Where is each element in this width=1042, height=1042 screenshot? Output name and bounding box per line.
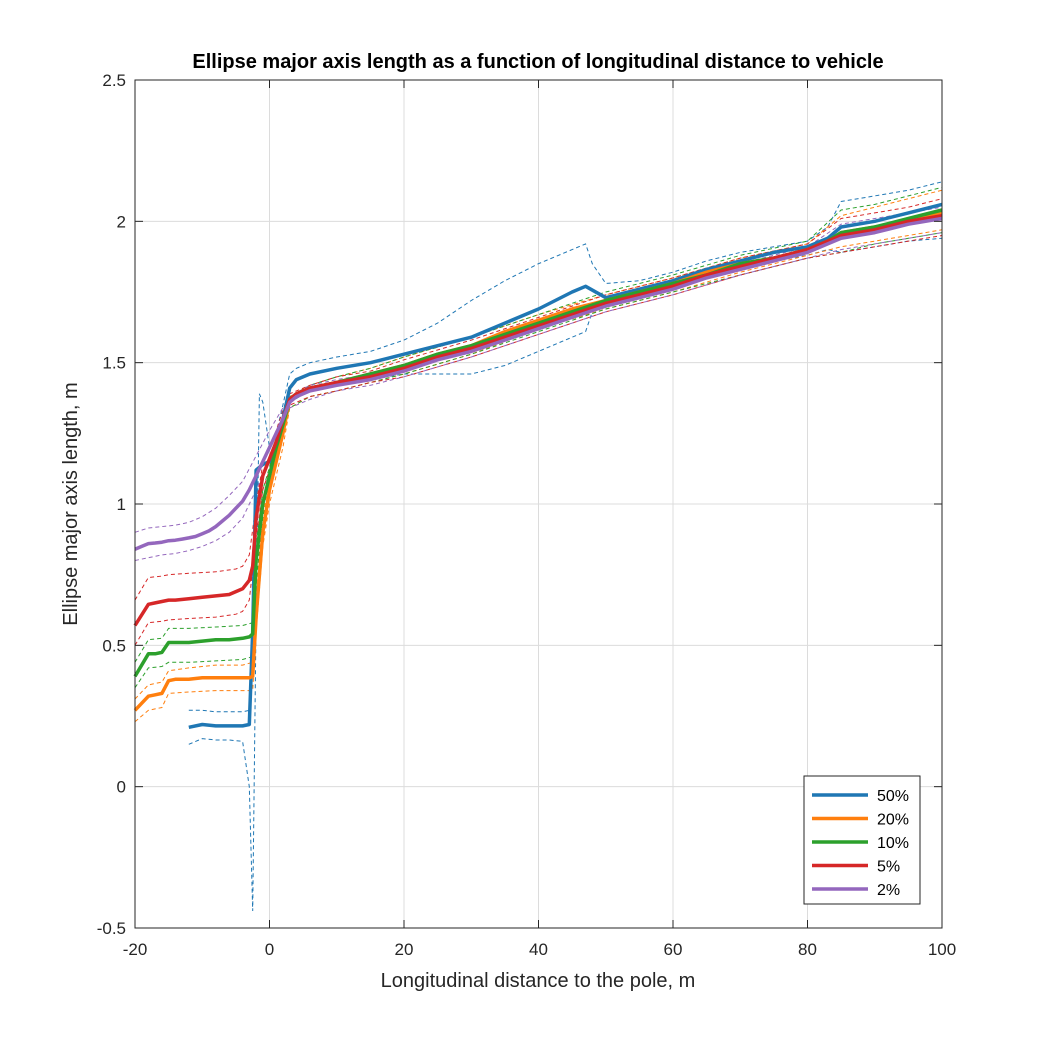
series-line-5pct (133, 213, 943, 627)
y-tick-label: 2 (117, 212, 126, 231)
legend: 50% 20% 10% 5% 2% (803, 775, 921, 905)
x-tick-label: 20 (395, 940, 414, 959)
chart-title: Ellipse major axis length as a function … (192, 51, 883, 73)
x-tick-label: 80 (798, 940, 817, 959)
band-line-2pct-1 (134, 232, 943, 561)
y-tick-label: 1.5 (102, 354, 126, 373)
x-tick-label: 40 (529, 940, 548, 959)
band-line-5pct-1 (134, 235, 943, 646)
x-axis: -20 0 20 40 60 80 100 (123, 80, 956, 959)
band-line-10pct-1 (134, 232, 943, 688)
x-tick-label: 100 (928, 940, 956, 959)
x-tick-label: -20 (123, 940, 148, 959)
legend-box (803, 775, 921, 905)
y-tick-label: 0.5 (102, 636, 126, 655)
legend-label-5pct: 5% (877, 859, 900, 876)
series-line-2pct (134, 216, 943, 551)
y-tick-label: -0.5 (97, 919, 126, 938)
series-line-50pct (188, 202, 943, 730)
y-axis: -0.5 0 0.5 1 1.5 2 2.5 (97, 71, 942, 938)
x-tick-label: 0 (265, 940, 274, 959)
y-tick-label: 1 (117, 495, 126, 514)
x-axis-label: Longitudinal distance to the pole, m (381, 970, 696, 992)
y-tick-label: 2.5 (102, 71, 126, 90)
legend-label-20pct: 20% (877, 812, 909, 829)
band-line-2pct-0 (134, 206, 943, 533)
legend-label-50pct: 50% (877, 788, 909, 805)
series-lines (133, 202, 943, 730)
legend-label-2pct: 2% (877, 882, 900, 899)
legend-label-10pct: 10% (877, 835, 909, 852)
y-axis-label: Ellipse major axis length, m (60, 382, 82, 625)
band-line-50pct-1 (188, 181, 943, 912)
y-tick-label: 0 (117, 778, 126, 797)
x-tick-label: 60 (664, 940, 683, 959)
